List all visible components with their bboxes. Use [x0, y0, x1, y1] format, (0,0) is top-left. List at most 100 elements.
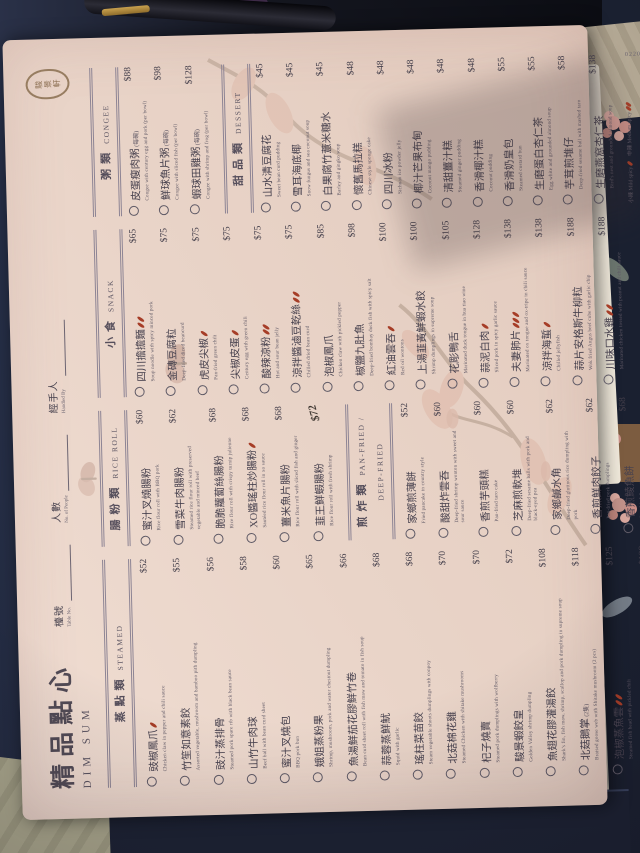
- order-quantity-circle[interactable]: [532, 195, 543, 206]
- order-quantity-circle[interactable]: [228, 384, 239, 395]
- item-body: 泡椒蒸魚雲 Steamed fish head with pickled chil…: [605, 574, 635, 760]
- order-quantity-circle[interactable]: [159, 204, 170, 216]
- order-quantity-circle[interactable]: [259, 383, 270, 394]
- table-no-input-line[interactable]: [57, 544, 73, 601]
- order-quantity-circle[interactable]: [415, 379, 426, 390]
- item-name-zh: 夫妻肺片: [511, 311, 523, 372]
- order-quantity-circle[interactable]: [412, 769, 423, 780]
- order-quantity-circle[interactable]: [246, 773, 257, 785]
- order-quantity-circle[interactable]: [196, 385, 208, 396]
- menu-item: 椰汁芒果布甸 Coconut mango pudding $48: [406, 59, 435, 209]
- item-name-zh: 魚翅花膠灌湯餃: [546, 687, 560, 762]
- order-quantity-circle[interactable]: [165, 385, 177, 397]
- order-quantity-circle[interactable]: [441, 197, 453, 208]
- order-quantity-circle[interactable]: [562, 194, 574, 205]
- order-quantity-circle[interactable]: [312, 772, 324, 783]
- menu-item: 泡椒蒸魚雲 Steamed fish head with pickled chil…: [604, 546, 635, 775]
- order-quantity-circle[interactable]: [279, 773, 290, 784]
- item-name-zh: 蝦球田雞粥 (每碗): [190, 129, 204, 200]
- order-quantity-circle[interactable]: [320, 200, 332, 212]
- item-name-en: Shark's fin, fish maw, shrimp, scallop a…: [558, 598, 568, 761]
- order-quantity-circle[interactable]: [179, 775, 191, 786]
- order-quantity-circle[interactable]: [438, 527, 449, 539]
- order-quantity-circle[interactable]: [279, 531, 290, 543]
- item-body: XO醬瑤柱炒腸粉 Sautéed rice flour roll in xo sa…: [242, 430, 270, 528]
- order-quantity-circle[interactable]: [384, 380, 395, 391]
- chili-icon: [543, 321, 552, 329]
- people-input-line[interactable]: [54, 435, 70, 492]
- order-quantity-circle[interactable]: [603, 374, 614, 385]
- order-quantity-circle[interactable]: [445, 768, 457, 779]
- order-quantity-circle[interactable]: [134, 386, 145, 397]
- menu-item: 酸辣涼粉 Hot and sour bean jelly $75: [253, 225, 283, 394]
- order-quantity-circle[interactable]: [213, 533, 224, 544]
- item-tag: (2隻): [584, 703, 591, 719]
- item-price: $58: [557, 55, 568, 71]
- chili-icon: [136, 321, 146, 329]
- item-price: $118: [571, 547, 582, 567]
- order-quantity-circle[interactable]: [312, 531, 324, 542]
- order-quantity-circle[interactable]: [593, 193, 604, 204]
- order-quantity-circle[interactable]: [540, 376, 551, 387]
- order-quantity-circle[interactable]: [545, 766, 556, 777]
- item-price: $68: [274, 406, 285, 421]
- item-price: $70: [438, 550, 449, 566]
- order-quantity-circle[interactable]: [502, 195, 513, 207]
- order-quantity-circle[interactable]: [472, 196, 483, 208]
- order-quantity-circle[interactable]: [477, 526, 489, 538]
- order-quantity-circle[interactable]: [379, 770, 390, 781]
- item-name-zh: 豉汁蒸排骨: [214, 717, 228, 770]
- order-quantity-circle[interactable]: [353, 380, 364, 392]
- menu-item: 豉椒鳳爪 Chicken claw in pepper and chili sau…: [139, 558, 170, 787]
- item-name-en: Steamed ginger pudding: [457, 139, 464, 193]
- order-quantity-circle[interactable]: [612, 764, 623, 775]
- item-body: 酸辣涼粉 Hot and sour bean jelly: [254, 248, 283, 379]
- order-quantity-circle[interactable]: [550, 524, 561, 536]
- handwritten-price: $72: [305, 403, 322, 424]
- order-quantity-circle[interactable]: [446, 378, 458, 389]
- item-name-zh: 四川擔擔麵: [136, 316, 148, 382]
- item-name-zh: 虎皮尖椒: [199, 330, 211, 380]
- menu-columns: 蒸點類 STEAMED 豉椒鳳爪 Chicken claw in pepper an…: [85, 51, 640, 788]
- order-quantity-circle[interactable]: [290, 382, 301, 393]
- item-price: $68: [241, 406, 252, 422]
- order-quantity-circle[interactable]: [512, 766, 523, 778]
- order-quantity-circle[interactable]: [189, 204, 200, 215]
- item-body: 生磨燕窩杏仁茶 Bird's nest and grounded almond s…: [588, 82, 616, 189]
- item-name-zh: 泡椒蒸魚雲: [613, 694, 626, 760]
- order-quantity-circle[interactable]: [260, 202, 271, 213]
- order-quantity-circle[interactable]: [479, 767, 490, 779]
- menu-item: 韮王鮮蝦腸粉 Rice flour roll with fresh shrimp $…: [305, 403, 337, 542]
- order-quantity-circle[interactable]: [128, 205, 140, 217]
- item-price: $45: [254, 63, 266, 78]
- order-quantity-circle[interactable]: [509, 376, 520, 388]
- order-quantity-circle[interactable]: [246, 532, 257, 544]
- order-quantity-circle[interactable]: [571, 375, 583, 386]
- order-quantity-circle[interactable]: [623, 522, 634, 534]
- order-quantity-circle[interactable]: [146, 776, 157, 787]
- order-quantity-circle[interactable]: [140, 535, 151, 546]
- order-quantity-circle[interactable]: [213, 774, 224, 786]
- column-riceroll-panfried: 腸粉類 RICE ROLL 蜜汁叉燒腸粉 Rice flour roll with …: [94, 395, 640, 547]
- handled-by-input-line[interactable]: [51, 320, 67, 377]
- item-body: 椰汁芒果布甸 Coconut mango pudding: [407, 82, 435, 193]
- section-title-zh: 甜品類: [231, 137, 246, 187]
- item-price: $60: [472, 400, 483, 416]
- order-quantity-circle[interactable]: [578, 765, 590, 776]
- order-quantity-circle[interactable]: [346, 771, 357, 782]
- order-quantity-circle[interactable]: [478, 377, 489, 388]
- item-name-en: Deep-fried shrimp wonton with sweet and …: [452, 430, 467, 523]
- item-body: 皮蛋瘦肉粥 (每碗) Congee with century egg and po…: [124, 90, 152, 201]
- order-quantity-circle[interactable]: [321, 381, 333, 393]
- item-body: 蝦球田雞粥 (每碗) Congee with shrimp and frog (p…: [184, 93, 212, 200]
- order-quantity-circle[interactable]: [173, 534, 184, 545]
- order-quantity-circle[interactable]: [290, 201, 301, 212]
- order-quantity-circle[interactable]: [411, 198, 422, 209]
- order-quantity-circle[interactable]: [590, 523, 601, 535]
- order-quantity-circle[interactable]: [511, 525, 522, 537]
- order-quantity-circle[interactable]: [405, 528, 416, 539]
- item-body: 韮王鮮蝦腸粉 Rice flour roll with fresh shrimp: [308, 430, 336, 526]
- order-quantity-circle[interactable]: [381, 199, 392, 210]
- order-quantity-circle[interactable]: [351, 199, 362, 211]
